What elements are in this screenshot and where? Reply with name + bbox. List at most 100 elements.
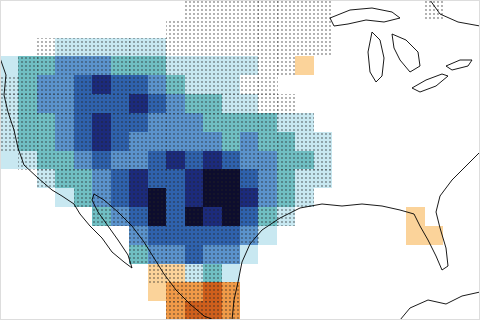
stipple-cell [74,56,93,75]
cell [240,56,259,75]
stipple-cell [203,19,222,38]
stipple-cell [277,94,296,113]
cell [332,113,351,132]
stipple-cell [18,282,37,301]
cell [166,113,185,132]
cell [425,38,444,57]
cell [240,245,259,264]
cell [111,94,130,113]
cell [443,151,462,170]
stipple-cell [37,226,56,245]
stipple-cell [185,301,204,320]
stipple-cell [203,56,222,75]
cell [37,301,56,320]
stipple-cell [351,75,370,94]
cell [203,151,222,170]
stipple-cell [0,19,19,38]
stipple-cell [258,75,277,94]
cell [462,207,480,226]
stipple-cell [222,0,241,19]
stipple-cell [74,113,93,132]
stipple-cell [37,75,56,94]
stipple-cell [277,245,296,264]
cell [258,132,277,151]
cell [388,282,407,301]
stipple-cell [129,151,148,170]
cell [462,56,480,75]
stipple-cell [74,151,93,170]
stipple-cell [129,207,148,226]
cell [222,38,241,57]
stipple-cell [277,113,296,132]
cell [332,226,351,245]
cell [277,188,296,207]
cell [18,113,37,132]
cell [74,169,93,188]
stipple-cell [129,0,148,19]
cell [92,0,111,19]
stipple-cell [443,188,462,207]
stipple-cell [258,19,277,38]
cell [18,169,37,188]
stipple-cell [0,169,19,188]
cell [240,169,259,188]
stipple-cell [37,245,56,264]
stipple-cell [295,264,314,283]
cell [74,188,93,207]
cell [185,226,204,245]
cell [0,0,19,19]
cell [332,301,351,320]
cell [462,301,480,320]
stipple-cell [18,245,37,264]
stipple-cell [277,226,296,245]
cell [129,38,148,57]
stipple-cell [185,282,204,301]
stipple-cell [148,0,167,19]
stipple-cell [314,113,333,132]
stipple-cell [185,94,204,113]
cell [18,207,37,226]
cell [55,207,74,226]
stipple-cell [92,282,111,301]
cell [295,151,314,170]
stipple-cell [314,226,333,245]
stipple-cell [0,264,19,283]
stipple-cell [55,169,74,188]
stipple-cell [258,113,277,132]
cell [443,207,462,226]
coastline [368,32,384,82]
stippling [0,0,480,320]
stipple-cell [55,38,74,57]
cell [351,38,370,57]
stipple-cell [166,132,185,151]
stipple-cell [406,132,425,151]
cell [332,38,351,57]
cell [111,132,130,151]
stipple-cell [295,151,314,170]
stipple-cell [295,226,314,245]
stipple-cell [55,132,74,151]
stipple-cell [185,56,204,75]
cell [351,113,370,132]
stipple-cell [92,169,111,188]
stipple-cell [55,0,74,19]
cell [369,151,388,170]
cell [74,207,93,226]
stipple-cell [111,207,130,226]
cell [166,38,185,57]
cell [148,301,167,320]
stipple-cell [388,19,407,38]
cell [55,226,74,245]
stipple-cell [74,19,93,38]
stipple-cell [258,245,277,264]
stipple-cell [37,56,56,75]
stipple-cell [277,0,296,19]
stipple-cell [240,151,259,170]
stipple-cell [388,188,407,207]
cell [166,169,185,188]
cell [277,75,296,94]
cell [148,207,167,226]
stipple-cell [203,113,222,132]
cell [185,75,204,94]
stipple-cell [203,226,222,245]
